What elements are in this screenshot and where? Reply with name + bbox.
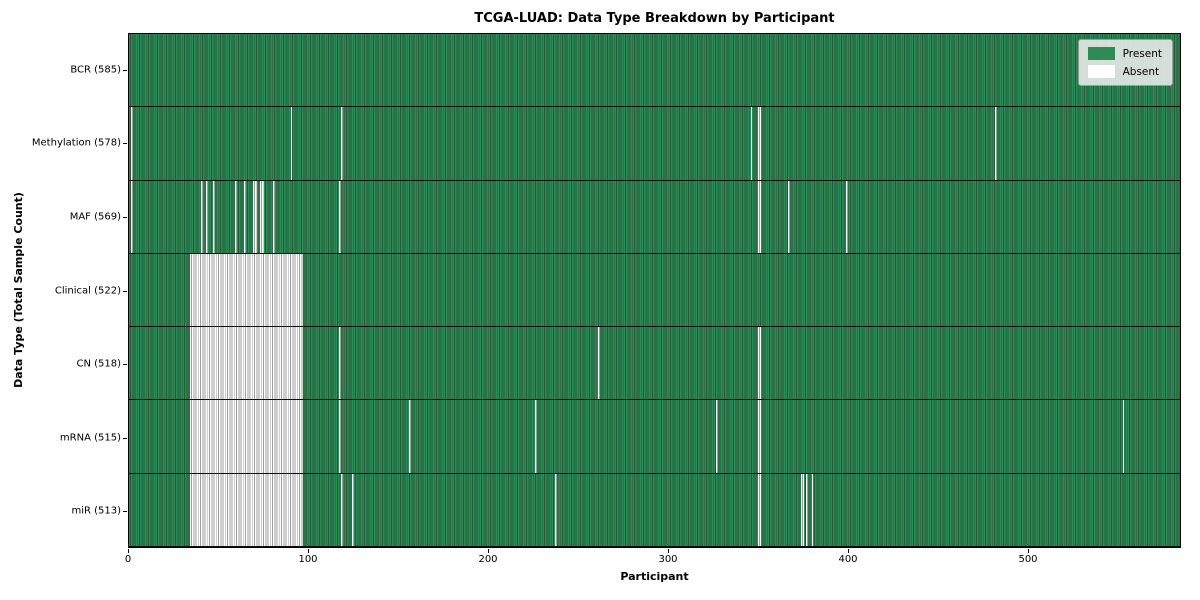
absent-segment [190, 327, 304, 400]
absent-segment [340, 107, 343, 180]
legend-present-label: Present [1122, 47, 1162, 60]
absent-segment [806, 473, 809, 546]
y-tick-label-cn: CN (518) [76, 358, 121, 370]
y-tick-mark [123, 69, 127, 71]
absent-segment [340, 473, 343, 546]
absent-segment [190, 400, 304, 473]
absent-segment [757, 107, 762, 180]
absent-segment [757, 400, 762, 473]
absent-segment [339, 327, 341, 400]
x-tick-label-200: 200 [478, 554, 498, 565]
legend-present-swatch [1087, 47, 1115, 60]
absent-segment [554, 473, 557, 546]
absent-segment [716, 400, 719, 473]
y-tick-mark [123, 511, 127, 513]
plot-area: Present Absent [128, 33, 1181, 548]
absent-segment [409, 400, 412, 473]
y-tick-label-methylation: Methylation (578) [31, 137, 121, 149]
legend-item-present: Present [1087, 47, 1162, 60]
absent-segment [252, 180, 257, 253]
y-tick-label-maf: MAF (569) [69, 211, 121, 223]
absent-segment [200, 180, 203, 253]
absent-segment [788, 180, 791, 253]
absent-segment [260, 180, 264, 253]
absent-segment [750, 107, 753, 180]
absent-segment [213, 180, 216, 253]
absent-segment [800, 473, 805, 546]
absent-segment [535, 400, 537, 473]
x-tick-label-400: 400 [838, 554, 858, 565]
absent-segment [845, 180, 848, 253]
x-tick-mark [1028, 549, 1029, 553]
x-tick-mark [488, 549, 489, 553]
legend: Present Absent [1077, 39, 1173, 86]
absent-segment [597, 327, 600, 400]
absent-segment [757, 327, 762, 400]
row-bcr [129, 34, 1180, 108]
absent-segment [757, 180, 762, 253]
absent-segment [339, 180, 341, 253]
x-tick-mark [668, 549, 669, 553]
legend-item-absent: Absent [1087, 65, 1162, 78]
absent-segment [1122, 400, 1125, 473]
absent-segment [757, 473, 762, 546]
row-mrna [129, 400, 1180, 474]
y-tick-label-mrna: mRNA (515) [59, 432, 121, 444]
y-tick-mark [123, 290, 127, 292]
x-tick-mark [308, 549, 309, 553]
absent-segment [272, 180, 275, 253]
absent-segment [130, 180, 133, 253]
absent-segment [811, 473, 814, 546]
x-tick-mark [128, 549, 129, 553]
legend-absent-label: Absent [1122, 65, 1160, 78]
x-tick-label-100: 100 [298, 554, 318, 565]
absent-segment [206, 180, 209, 253]
x-tick-label-300: 300 [658, 554, 678, 565]
absent-segment [190, 253, 304, 327]
chart-title: TCGA-LUAD: Data Type Breakdown by Partic… [474, 11, 835, 26]
absent-segment [130, 107, 133, 180]
absent-segment [243, 180, 246, 253]
x-tick-label-0: 0 [124, 554, 132, 565]
y-tick-mark [123, 364, 127, 366]
x-tick-mark [848, 549, 849, 553]
y-tick-label-mir: miR (513) [71, 505, 121, 517]
row-clinical [129, 253, 1180, 328]
y-tick-label-clinical: Clinical (522) [54, 285, 121, 296]
absent-segment [234, 180, 237, 253]
y-tick-mark [123, 437, 127, 439]
row-methylation [129, 107, 1180, 181]
x-axis-label: Participant [620, 570, 689, 583]
y-tick-label-bcr: BCR (585) [70, 64, 121, 76]
absent-segment [351, 473, 354, 546]
y-tick-mark [123, 216, 127, 218]
absent-segment [339, 400, 341, 473]
x-tick-label-500: 500 [1018, 554, 1038, 565]
row-maf [129, 180, 1180, 254]
absent-segment [190, 473, 304, 546]
absent-segment [290, 107, 293, 180]
y-tick-mark [123, 143, 127, 145]
row-mir [129, 473, 1180, 547]
legend-absent-swatch [1087, 65, 1115, 78]
absent-segment [994, 107, 997, 180]
row-cn [129, 327, 1180, 401]
